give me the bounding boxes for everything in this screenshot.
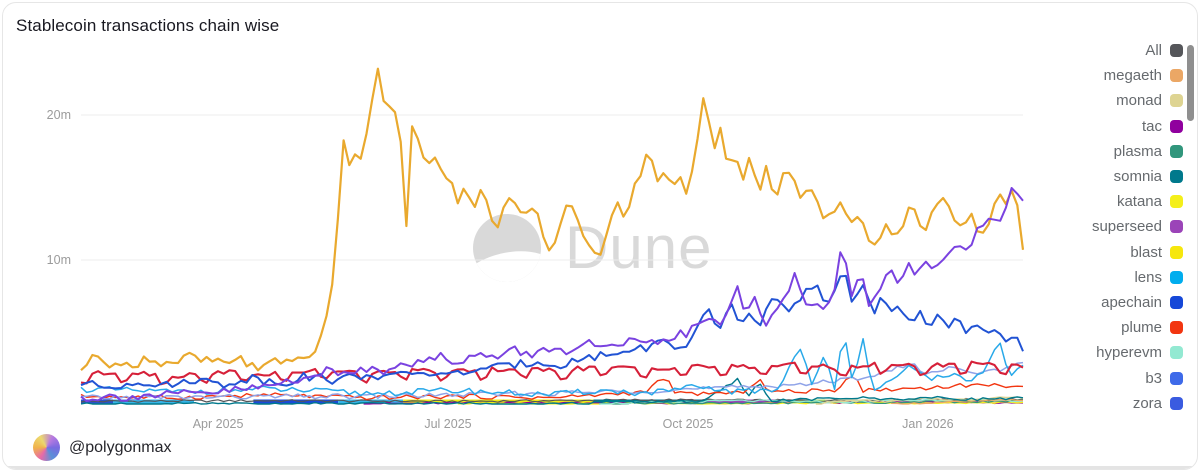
- legend-swatch-superseed: [1170, 220, 1183, 234]
- legend-label: katana: [1116, 193, 1162, 211]
- legend-label: plume: [1121, 319, 1162, 337]
- chart-title: Stablecoin transactions chain wise: [16, 16, 280, 35]
- legend-swatch-apechain: [1170, 295, 1183, 309]
- megaeth-line: [891, 398, 1024, 405]
- dune-watermark: Dune: [473, 214, 712, 282]
- baseline-segment-6: [707, 399, 854, 404]
- legend-swatch-blast: [1170, 245, 1183, 259]
- legend-label: superseed: [1091, 218, 1162, 236]
- gold-line: [80, 67, 1025, 372]
- legend-label: hyperevm: [1096, 344, 1162, 362]
- legend-item-apechain[interactable]: apechain: [1013, 290, 1183, 315]
- legend-item-plume[interactable]: plume: [1013, 315, 1183, 340]
- legend-swatch-plume: [1170, 321, 1183, 335]
- x-tick-jan-2026: Jan 2026: [902, 417, 953, 431]
- x-tick-apr-2025: Apr 2025: [193, 417, 244, 431]
- somnia-line: [80, 377, 1024, 405]
- legend-label: monad: [1116, 92, 1162, 110]
- line-chart: 10m 20m Apr 2025 Jul 2025 Oct 2025 Jan 2026: [47, 67, 1025, 431]
- legend-item-hyperevm[interactable]: hyperevm: [1013, 340, 1183, 365]
- legend-scrollbar-thumb[interactable]: [1187, 45, 1194, 121]
- legend-swatch-monad: [1170, 94, 1183, 108]
- legend-item-blast[interactable]: blast: [1013, 240, 1183, 265]
- attribution: @polygonmax: [33, 434, 172, 461]
- legend-item-superseed[interactable]: superseed: [1013, 214, 1183, 239]
- legend-swatch-somnia: [1170, 170, 1183, 184]
- y-tick-20m: 20m: [47, 108, 71, 122]
- legend-label: plasma: [1113, 142, 1162, 160]
- legend-item-b3[interactable]: b3: [1013, 365, 1183, 390]
- bottom-divider: [3, 466, 1197, 469]
- legend-swatch-all: [1170, 44, 1183, 58]
- legend-swatch-tac: [1170, 119, 1183, 133]
- periwinkle-line: [80, 361, 1024, 401]
- legend-label: apechain: [1101, 293, 1162, 311]
- legend-item-monad[interactable]: monad: [1013, 88, 1183, 113]
- legend-swatch-hyperevm: [1170, 346, 1183, 360]
- plume-line: [80, 376, 1024, 401]
- baseline-segment-3: [338, 399, 404, 404]
- legend-label: zora: [1132, 394, 1162, 412]
- legend-label: somnia: [1113, 168, 1162, 186]
- legend-swatch-katana: [1170, 195, 1183, 209]
- legend-scrollbar[interactable]: [1187, 43, 1194, 415]
- crimson-line: [80, 360, 1024, 386]
- x-tick-oct-2025: Oct 2025: [663, 417, 714, 431]
- legend-swatch-lens: [1170, 270, 1183, 284]
- dune-logo-icon: [473, 214, 541, 282]
- baseline-segment-2: [253, 399, 339, 404]
- author-handle: @polygonmax: [69, 438, 172, 456]
- legend-item-all[interactable]: All: [1013, 38, 1183, 63]
- legend-label: blast: [1130, 243, 1162, 261]
- legend-label: megaeth: [1103, 67, 1162, 85]
- legend-label: lens: [1134, 268, 1162, 286]
- legend-swatch-zora: [1170, 396, 1183, 410]
- plasma-line: [599, 399, 1024, 405]
- violet-line: [80, 187, 1024, 403]
- y-tick-10m: 10m: [47, 253, 71, 267]
- x-tick-jul-2025: Jul 2025: [424, 417, 471, 431]
- legend-item-somnia[interactable]: somnia: [1013, 164, 1183, 189]
- legend-item-zora[interactable]: zora: [1013, 391, 1183, 416]
- legend-swatch-plasma: [1170, 144, 1183, 158]
- legend-item-katana[interactable]: katana: [1013, 189, 1183, 214]
- legend-item-tac[interactable]: tac: [1013, 114, 1183, 139]
- legend-swatch-b3: [1170, 371, 1183, 385]
- legend: All megaeth monad tac plasma somnia katana supe…: [1013, 38, 1183, 416]
- legend-label: tac: [1141, 117, 1162, 135]
- legend-item-megaeth[interactable]: megaeth: [1013, 63, 1183, 88]
- legend-item-plasma[interactable]: plasma: [1013, 139, 1183, 164]
- blue-line: [80, 274, 1024, 390]
- legend-swatch-megaeth: [1170, 69, 1183, 83]
- avatar: [33, 434, 60, 461]
- legend-label: All: [1145, 42, 1162, 60]
- legend-item-lens[interactable]: lens: [1013, 265, 1183, 290]
- legend-label: b3: [1145, 369, 1162, 387]
- lens-line: [80, 337, 1024, 398]
